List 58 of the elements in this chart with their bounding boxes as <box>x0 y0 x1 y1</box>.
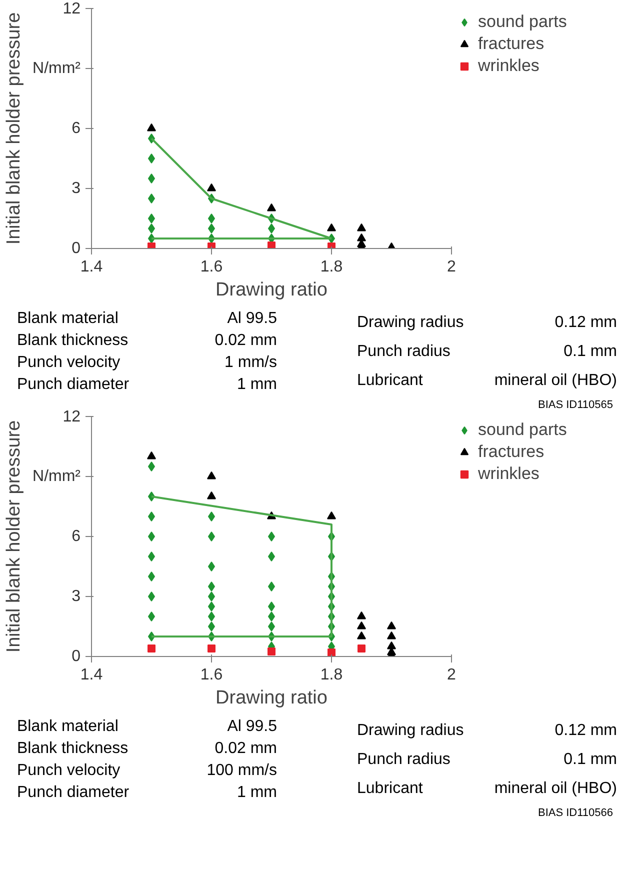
text: Blank material <box>17 309 120 329</box>
text: Punch diameter <box>17 375 130 395</box>
text: BIAS ID110565 <box>538 399 613 411</box>
text: Lubricant <box>357 371 424 392</box>
x-tick-label: 1.4 <box>80 258 103 276</box>
text: 1 mm <box>236 375 277 395</box>
y-tick-label: 6 <box>72 528 81 545</box>
text: 0.1 mm <box>562 342 617 362</box>
text: 0.1 mm <box>562 750 617 770</box>
x-tick-label: 1.4 <box>80 666 103 684</box>
legend-label: sound parts <box>478 12 567 32</box>
text: Lubricant <box>357 779 424 800</box>
legend-label: wrinkles <box>478 464 540 484</box>
legend-label: fractures <box>478 34 544 54</box>
text: 100 mm/s <box>206 761 277 781</box>
x-tick-label: 1.6 <box>200 258 223 276</box>
y-tick-label: 0 <box>72 240 81 257</box>
text: Punch radius <box>357 750 452 770</box>
text: Punch velocity <box>17 353 122 373</box>
text: mineral oil (HBO) <box>493 779 617 800</box>
text: BIAS ID110566 <box>536 806 614 821</box>
x-tick-label: 1.8 <box>320 258 343 276</box>
text: Blank thickness <box>17 331 130 351</box>
text: Blank material <box>17 717 120 737</box>
y-tick-label: 12 <box>62 408 81 426</box>
y-tick-label: 12 <box>62 0 81 18</box>
y-tick-label: 3 <box>72 588 81 605</box>
text: 1 mm/s <box>224 353 277 373</box>
y-tick-label: 0 <box>72 648 81 665</box>
legend-label: fractures <box>478 442 544 462</box>
text: Al 99.5 <box>226 309 277 329</box>
y-tick-label: N/mm² <box>32 468 82 485</box>
text: 0.12 mm <box>554 720 617 741</box>
y-tick-label: N/mm² <box>32 60 82 77</box>
text: 0.02 mm <box>214 739 277 759</box>
x-tick-label: 1.8 <box>320 666 343 684</box>
text: Punch diameter <box>17 783 130 803</box>
legend-label: wrinkles <box>478 56 540 76</box>
text: mineral oil (HBO) <box>493 371 617 392</box>
text: Punch radius <box>357 342 452 362</box>
x-tick-label: 2 <box>447 666 456 684</box>
y-axis-title: Initial blank holder pressure <box>4 12 25 245</box>
y-tick-label: 6 <box>72 120 81 137</box>
text: Blank thickness <box>17 739 130 759</box>
x-tick-label: 1.6 <box>200 666 223 684</box>
text: Punch velocity <box>17 761 122 781</box>
text: 0.02 mm <box>214 331 277 351</box>
y-axis-title: Initial blank holder pressure <box>4 420 25 653</box>
y-tick-label: 3 <box>72 180 81 197</box>
text: 1 mm <box>236 783 277 803</box>
x-axis-title: Drawing ratio <box>216 688 328 708</box>
text: 0.12 mm <box>554 312 617 333</box>
text: Al 99.5 <box>226 717 277 737</box>
text: Drawing radius <box>357 720 465 741</box>
x-axis-title: Drawing ratio <box>216 280 328 300</box>
x-tick-label: 2 <box>447 258 456 276</box>
legend-label: sound parts <box>478 420 567 440</box>
text: Drawing radius <box>357 312 465 333</box>
